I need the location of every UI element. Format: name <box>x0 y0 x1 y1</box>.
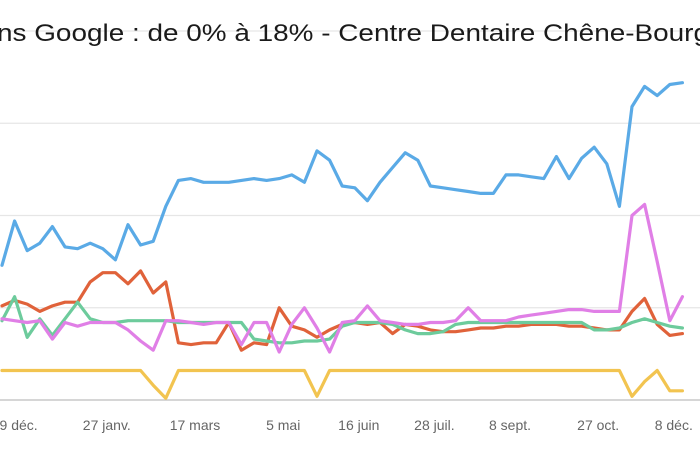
x-axis-ticks: 9 déc. 27 janv. 17 mars 5 mai 16 juin 28 juil… <box>0 417 693 433</box>
x-tick-label: 8 déc. <box>655 417 693 433</box>
series-line-5 <box>0 368 684 400</box>
series-lines <box>0 81 684 400</box>
series-line-4 <box>0 202 684 354</box>
x-tick-label: 27 oct. <box>577 417 619 433</box>
series-line-1 <box>0 81 684 267</box>
x-tick-label: 17 mars <box>170 417 221 433</box>
x-tick-label: 5 mai <box>266 417 300 433</box>
chart-title: ns Google : de 0% à 18% - Centre Dentair… <box>0 20 700 47</box>
x-tick-label: 16 juin <box>338 417 379 433</box>
x-tick-label: 27 janv. <box>83 417 131 433</box>
series-line-3 <box>0 295 684 345</box>
x-tick-label: 9 déc. <box>0 417 38 433</box>
x-tick-label: 8 sept. <box>489 417 531 433</box>
gridlines <box>0 30 700 401</box>
x-tick-label: 28 juil. <box>414 417 454 433</box>
